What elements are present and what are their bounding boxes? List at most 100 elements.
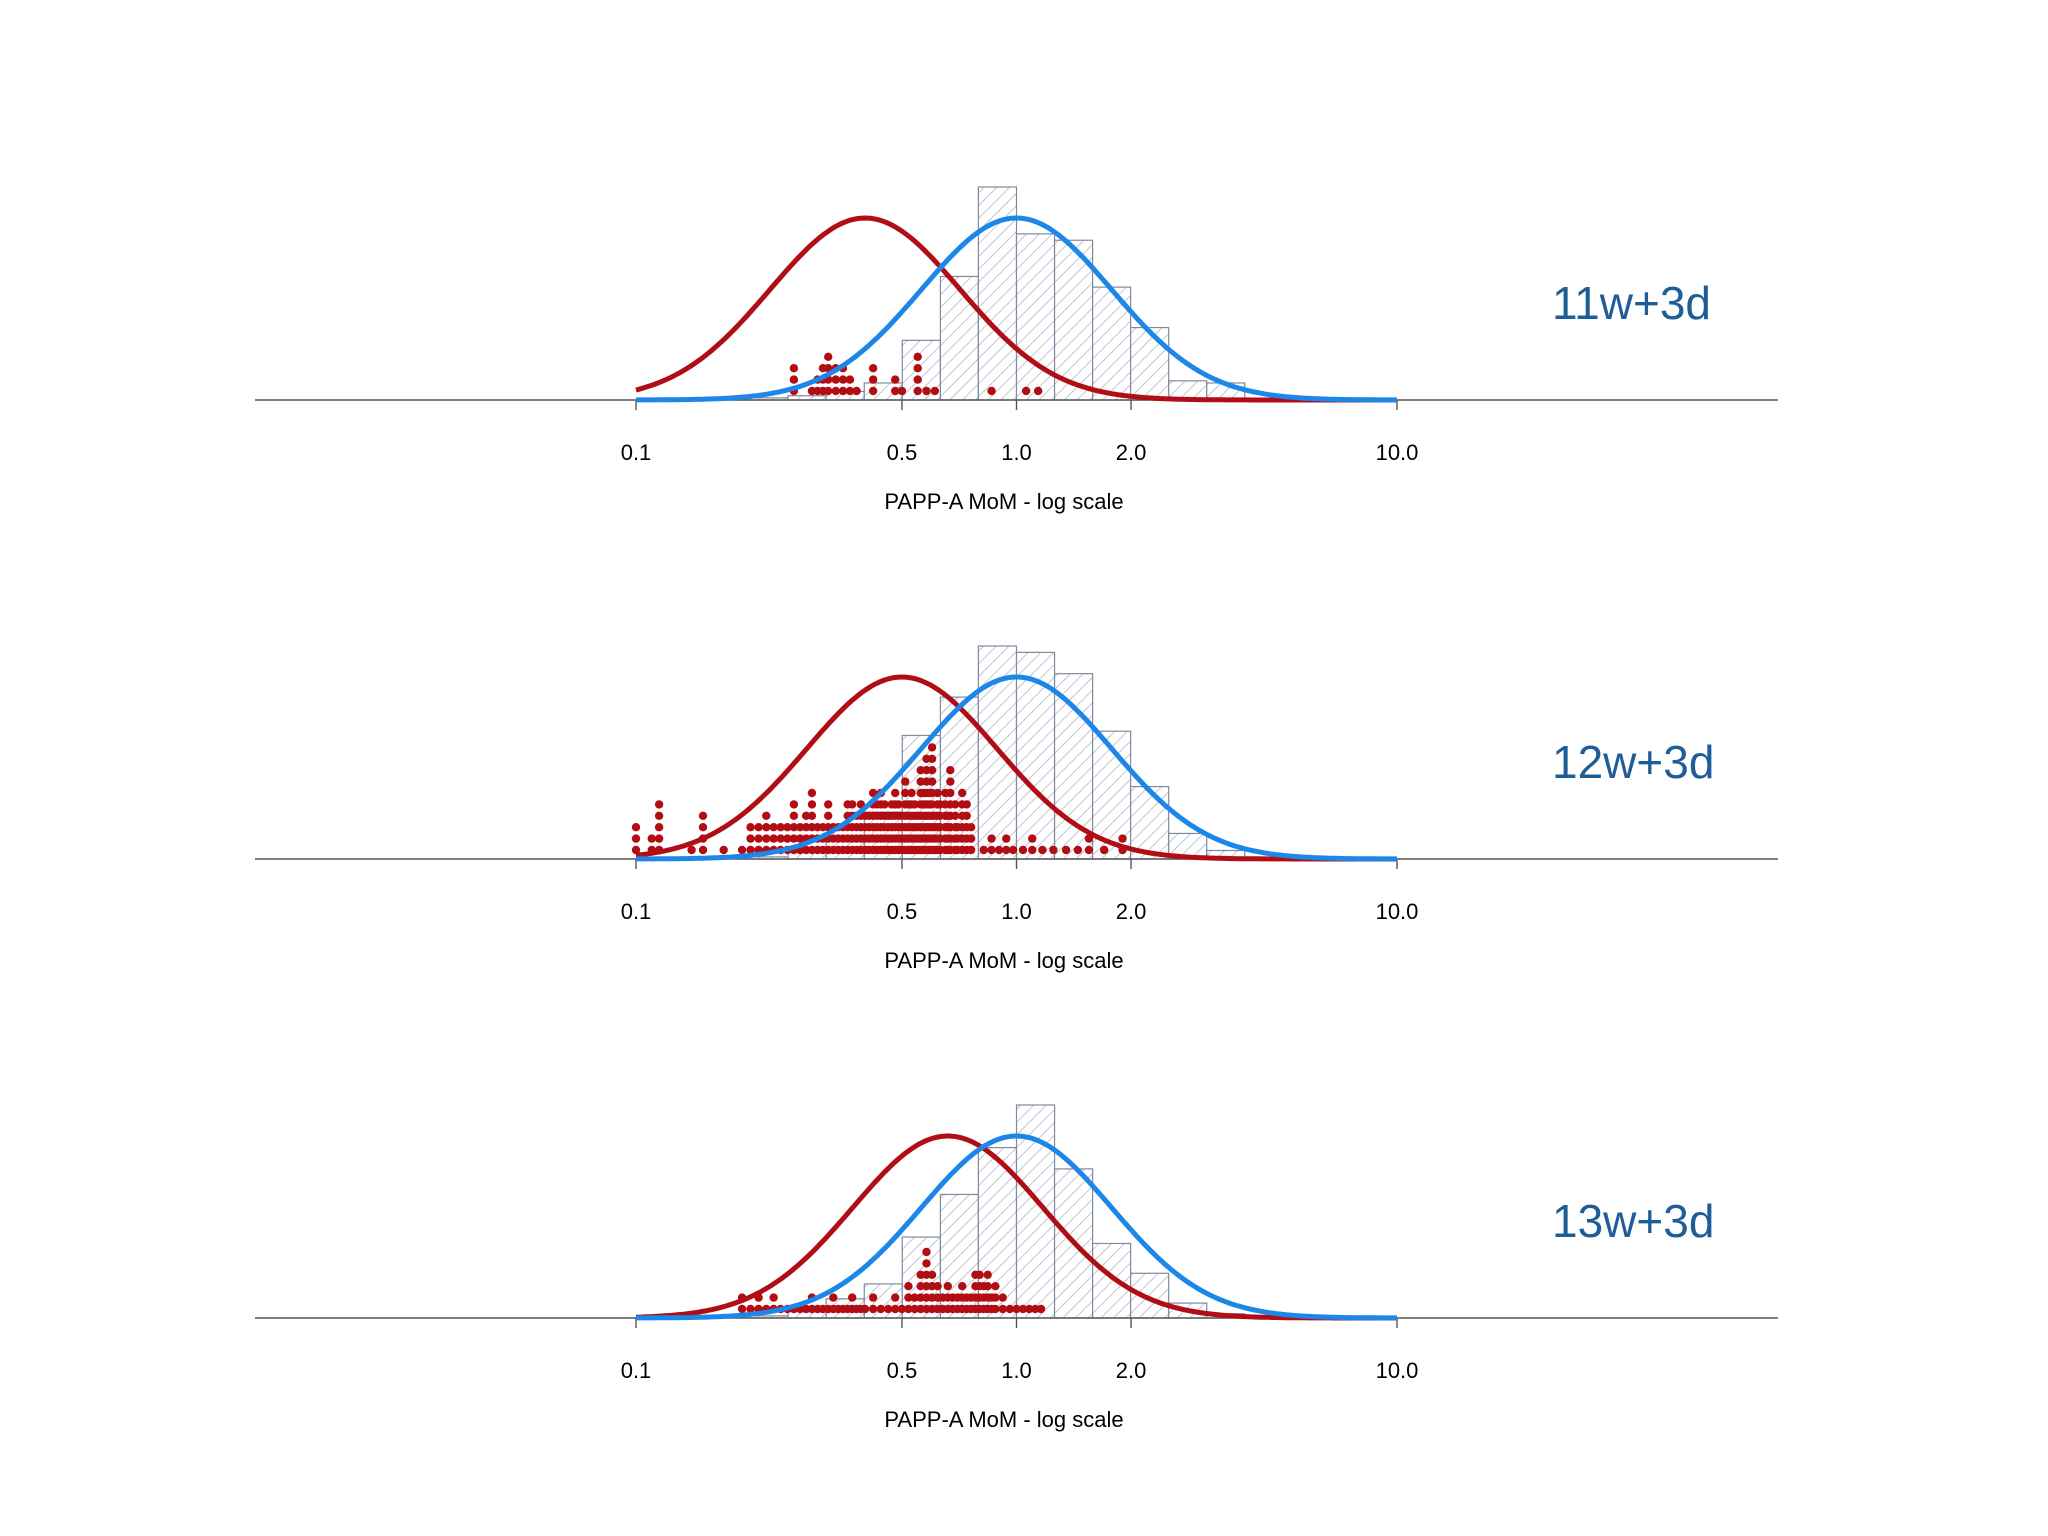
case-point — [994, 845, 1004, 855]
case-point — [916, 1293, 925, 1302]
case-point — [927, 743, 937, 752]
case-point — [746, 1304, 755, 1314]
case-point — [868, 364, 878, 373]
case-point — [754, 823, 763, 832]
case-point — [868, 375, 878, 384]
case-point — [831, 375, 840, 384]
case-point — [824, 800, 833, 809]
case-point — [762, 834, 771, 843]
tick-label-1.0: 1.0 — [1001, 899, 1032, 924]
histogram-bar-13 — [1130, 1272, 1170, 1319]
case-point — [916, 1270, 925, 1280]
case-point — [789, 823, 799, 832]
gestational-age-label: 11w+3d — [1552, 277, 1711, 329]
case-point — [1061, 845, 1071, 855]
case-point — [807, 788, 817, 798]
case-point — [868, 1293, 878, 1302]
case-point — [913, 386, 922, 396]
case-point — [698, 811, 708, 820]
case-point — [962, 800, 971, 809]
case-point — [922, 1247, 931, 1257]
case-point — [983, 1282, 992, 1291]
case-point — [897, 1304, 907, 1314]
case-point — [795, 834, 805, 843]
case-point — [975, 1270, 984, 1280]
tick-label-10.0: 10.0 — [1376, 440, 1419, 465]
case-point — [852, 386, 861, 396]
affected-curve — [635, 1133, 1397, 1321]
case-point — [631, 845, 641, 855]
case-point — [910, 1304, 919, 1314]
tick-label-10.0: 10.0 — [1376, 1358, 1419, 1383]
histogram-bar-10 — [1015, 651, 1056, 860]
panel-12w-3d: 0.1 0.5 1.0 2.0 10.0 PAPP-A MoM - log sc… — [255, 645, 1778, 973]
case-point — [824, 352, 833, 361]
case-point — [913, 375, 922, 384]
unaffected-curve — [636, 674, 1397, 862]
case-point — [654, 823, 664, 832]
tick-label-0.5: 0.5 — [887, 1358, 918, 1383]
histogram-bar-12 — [1092, 1242, 1132, 1319]
case-point — [801, 1304, 811, 1314]
case-point — [894, 800, 903, 809]
tick-label-2.0: 2.0 — [1116, 1358, 1147, 1383]
case-point — [987, 834, 996, 843]
case-point — [1018, 1304, 1028, 1314]
case-point — [746, 845, 755, 855]
case-point — [762, 811, 771, 820]
gestational-age-label: 13w+3d — [1552, 1195, 1714, 1247]
case-point — [647, 834, 656, 843]
case-point — [927, 766, 937, 775]
case-point — [958, 1282, 967, 1291]
case-point — [933, 1282, 942, 1291]
case-point — [1036, 1304, 1046, 1314]
case-point — [998, 1293, 1007, 1302]
case-point — [1033, 386, 1043, 396]
case-point — [943, 1282, 953, 1291]
case-point — [933, 788, 942, 798]
case-point — [754, 834, 763, 843]
case-point — [1028, 845, 1037, 855]
case-point — [807, 800, 817, 809]
case-point — [930, 386, 940, 396]
case-point — [789, 811, 799, 820]
case-point — [880, 800, 889, 809]
case-point — [687, 845, 696, 855]
case-point — [1012, 1304, 1021, 1314]
case-point — [922, 1259, 931, 1268]
tick-label-0.1: 0.1 — [621, 440, 652, 465]
case-point — [698, 823, 708, 832]
case-point — [783, 823, 792, 832]
tick-label-1.0: 1.0 — [1001, 1358, 1032, 1383]
case-point — [883, 1304, 893, 1314]
case-point — [979, 845, 988, 855]
case-point — [901, 788, 910, 798]
case-point — [904, 1293, 913, 1302]
case-point — [891, 1304, 900, 1314]
case-point — [746, 834, 755, 843]
case-point — [950, 811, 960, 820]
x-axis-title: PAPP-A MoM - log scale — [884, 489, 1123, 514]
case-point — [962, 811, 971, 820]
case-point — [860, 1304, 870, 1314]
case-point — [829, 1293, 838, 1302]
histogram-bar-13 — [1130, 785, 1170, 860]
case-point — [876, 1304, 886, 1314]
case-point — [1025, 1304, 1034, 1314]
case-point — [737, 1304, 747, 1314]
case-point — [868, 1304, 878, 1314]
case-point — [824, 386, 833, 396]
case-point — [824, 364, 833, 373]
case-point — [719, 845, 728, 855]
case-point — [654, 800, 664, 809]
case-point — [838, 375, 848, 384]
case-point — [838, 386, 848, 396]
case-point — [1084, 845, 1094, 855]
histogram-bar-13 — [1130, 326, 1170, 401]
case-point — [824, 811, 833, 820]
tick-label-0.1: 0.1 — [621, 1358, 652, 1383]
case-point — [913, 352, 922, 361]
case-point — [776, 834, 785, 843]
case-point — [910, 1293, 919, 1302]
